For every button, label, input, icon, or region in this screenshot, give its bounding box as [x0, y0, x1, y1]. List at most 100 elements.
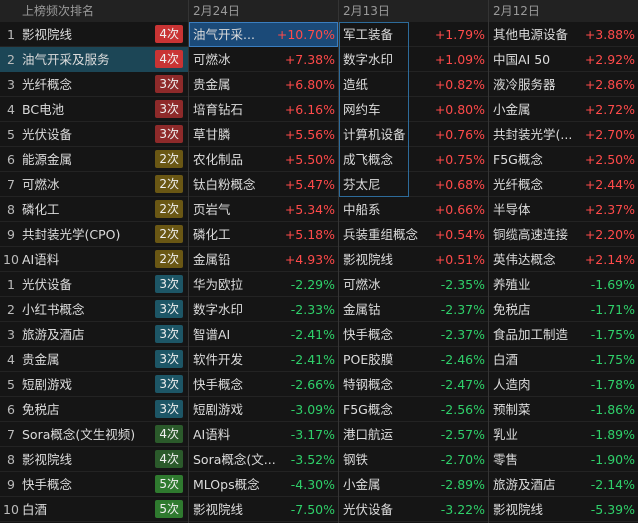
- sector-name[interactable]: 数字水印: [343, 52, 394, 67]
- sector-name[interactable]: F5G概念: [343, 402, 393, 417]
- row-bg: [0, 347, 638, 372]
- sector-name[interactable]: 旅游及酒店: [493, 477, 556, 492]
- sector-name[interactable]: 软件开发: [193, 352, 244, 367]
- sector-name[interactable]: 中船系: [343, 202, 381, 217]
- sector-name[interactable]: 智谱AI: [193, 327, 231, 342]
- sector-name[interactable]: 钛白粉概念: [193, 177, 256, 192]
- sector-name[interactable]: 成飞概念: [343, 152, 394, 167]
- sector-name[interactable]: 兵装重组概念: [343, 227, 419, 242]
- sector-name[interactable]: 网约车: [343, 102, 381, 117]
- sector-name[interactable]: 港口航运: [343, 427, 394, 442]
- sector-name[interactable]: Sora概念(文...: [193, 452, 276, 467]
- rank: 3: [7, 77, 15, 92]
- change-pct: +2.50%: [584, 152, 635, 167]
- sector-name[interactable]: 造纸: [343, 77, 369, 92]
- sector-name[interactable]: 快手概念: [343, 327, 394, 342]
- sector-name[interactable]: 人造肉: [493, 377, 531, 392]
- sector-name[interactable]: 影视院线: [22, 27, 73, 42]
- sector-name[interactable]: 小金属: [343, 477, 381, 492]
- sector-name[interactable]: 快手概念: [193, 377, 244, 392]
- sector-name[interactable]: 金属铅: [193, 252, 231, 267]
- sector-name[interactable]: 快手概念: [22, 477, 73, 492]
- change-pct: -2.37%: [440, 302, 485, 317]
- sector-name[interactable]: 油气开采及服务: [22, 52, 110, 67]
- sector-name[interactable]: 贵金属: [22, 352, 60, 367]
- sector-name[interactable]: 数字水印: [193, 302, 244, 317]
- sector-name[interactable]: MLOps概念: [193, 477, 260, 492]
- sector-name[interactable]: 乳业: [493, 427, 519, 442]
- sector-name[interactable]: 可燃冰: [22, 177, 60, 192]
- sector-name[interactable]: 免税店: [493, 302, 531, 317]
- sector-name[interactable]: 光伏设备: [343, 502, 394, 517]
- count-badge: 3次: [155, 100, 183, 118]
- count-badge: 2次: [155, 175, 183, 193]
- sector-name[interactable]: 白酒: [493, 352, 519, 367]
- sector-name[interactable]: 共封装光学(CPO): [22, 227, 121, 242]
- sector-name[interactable]: 芬太尼: [343, 177, 381, 192]
- sector-name[interactable]: 计算机设备: [343, 127, 406, 142]
- sector-name[interactable]: 铜缆高速连接: [493, 227, 569, 242]
- sector-name[interactable]: 半导体: [493, 202, 531, 217]
- sector-name[interactable]: 食品加工制造: [493, 327, 569, 342]
- sector-name[interactable]: 免税店: [22, 402, 60, 417]
- change-pct: +2.86%: [584, 77, 635, 92]
- sector-name[interactable]: Sora概念(文生视频): [22, 427, 136, 442]
- sector-name[interactable]: 共封装光学(...: [493, 127, 573, 142]
- sector-name[interactable]: AI语料: [22, 252, 60, 267]
- sector-name[interactable]: 可燃冰: [343, 277, 381, 292]
- header-date[interactable]: 2月13日: [338, 0, 488, 22]
- row-bg: [0, 322, 638, 347]
- change-pct: +2.20%: [584, 227, 635, 242]
- sector-name[interactable]: 能源金属: [22, 152, 73, 167]
- sector-name[interactable]: 可燃冰: [193, 52, 231, 67]
- header-date[interactable]: 2月24日: [188, 0, 338, 22]
- sector-name[interactable]: 光纤概念: [493, 177, 544, 192]
- count-badge: 3次: [155, 350, 183, 368]
- sector-name[interactable]: 液冷服务器: [493, 77, 556, 92]
- sector-name[interactable]: POE胶膜: [343, 352, 394, 367]
- sector-name[interactable]: 影视院线: [493, 502, 544, 517]
- sector-name[interactable]: 光伏设备: [22, 127, 73, 142]
- sector-name[interactable]: 影视院线: [22, 452, 73, 467]
- sector-name[interactable]: 磷化工: [22, 202, 60, 217]
- sector-name[interactable]: 磷化工: [193, 227, 231, 242]
- sector-name[interactable]: 光伏设备: [22, 277, 73, 292]
- rank: 7: [7, 427, 15, 442]
- sector-name[interactable]: 金属钴: [343, 302, 381, 317]
- sector-name[interactable]: 其他电源设备: [493, 27, 569, 42]
- sector-name[interactable]: 油气开采...: [193, 27, 255, 42]
- sector-name[interactable]: 影视院线: [193, 502, 244, 517]
- sector-name[interactable]: 英伟达概念: [493, 252, 556, 267]
- sector-name[interactable]: 页岩气: [193, 202, 231, 217]
- sector-name[interactable]: 草甘膦: [193, 127, 231, 142]
- sector-name[interactable]: 小红书概念: [22, 302, 85, 317]
- sector-name[interactable]: 养殖业: [493, 277, 531, 292]
- sector-name[interactable]: 零售: [493, 452, 519, 467]
- sector-name[interactable]: 短剧游戏: [193, 402, 244, 417]
- sector-name[interactable]: 预制菜: [493, 402, 531, 417]
- sector-name[interactable]: 农化制品: [193, 152, 244, 167]
- sector-name[interactable]: 白酒: [22, 502, 48, 517]
- sector-name[interactable]: 华为欧拉: [193, 277, 244, 292]
- sector-name[interactable]: F5G概念: [493, 152, 543, 167]
- rank: 2: [7, 302, 15, 317]
- sector-name[interactable]: 特钢概念: [343, 377, 394, 392]
- header-date[interactable]: 2月12日: [488, 0, 638, 22]
- sector-name[interactable]: 钢铁: [343, 452, 369, 467]
- sector-name[interactable]: 小金属: [493, 102, 531, 117]
- change-pct: -2.29%: [290, 277, 335, 292]
- sector-name[interactable]: 军工装备: [343, 27, 394, 42]
- sector-name[interactable]: 贵金属: [193, 77, 231, 92]
- sector-name[interactable]: 中国AI 50: [493, 52, 551, 67]
- change-pct: +1.79%: [434, 27, 485, 42]
- sector-name[interactable]: 旅游及酒店: [22, 327, 85, 342]
- sector-name[interactable]: 短剧游戏: [22, 377, 73, 392]
- sector-name[interactable]: 培育钻石: [193, 102, 244, 117]
- sector-name[interactable]: 影视院线: [343, 252, 394, 267]
- sector-name[interactable]: AI语料: [193, 427, 231, 442]
- change-pct: -3.09%: [290, 402, 335, 417]
- change-pct: -4.30%: [290, 477, 335, 492]
- change-pct: +0.82%: [434, 77, 485, 92]
- sector-name[interactable]: BC电池: [22, 102, 65, 117]
- sector-name[interactable]: 光纤概念: [22, 77, 73, 92]
